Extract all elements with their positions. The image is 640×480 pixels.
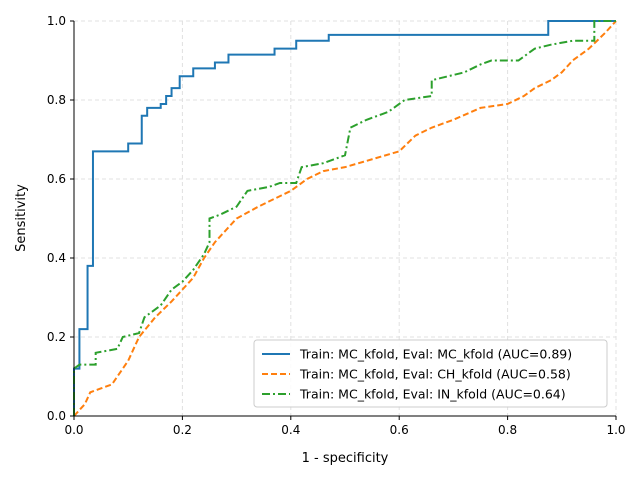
y-tick-label: 0.8 bbox=[47, 93, 66, 107]
x-tick-label: 0.4 bbox=[281, 423, 300, 437]
x-tick-label: 1.0 bbox=[606, 423, 625, 437]
series-line-2 bbox=[73, 20, 617, 417]
x-axis-label: 1 - specificity bbox=[302, 451, 389, 466]
axes: 0.0 0.2 0.4 0.6 0.8 1.0 0.0 0.2 0.4 0.6 0.8 1.0 bbox=[47, 14, 626, 437]
x-tick-label: 0.8 bbox=[498, 423, 517, 437]
y-tick-label: 1.0 bbox=[47, 14, 66, 28]
y-tick-label: 0.0 bbox=[47, 409, 66, 423]
series-line-1 bbox=[73, 20, 616, 416]
legend-box bbox=[253, 339, 608, 408]
x-tick-label: 0.2 bbox=[173, 423, 192, 437]
y-tick-label: 0.6 bbox=[47, 172, 66, 186]
y-axis-label: Sensitivity bbox=[14, 184, 29, 252]
x-tick-label: 0.0 bbox=[64, 423, 83, 437]
legend-label-3: Train: MC_kfold, Eval: IN_kfold (AUC=0.6… bbox=[299, 387, 566, 402]
y-tick-label: 0.4 bbox=[47, 251, 66, 265]
x-tick-label: 0.6 bbox=[390, 423, 409, 437]
legend-label-2: Train: MC_kfold, Eval: CH_kfold (AUC=0.5… bbox=[299, 367, 571, 382]
series-lines bbox=[73, 20, 617, 417]
legend-label-1: Train: MC_kfold, Eval: MC_kfold (AUC=0.8… bbox=[299, 347, 572, 362]
y-tick-label: 0.2 bbox=[47, 330, 66, 344]
series-line-3 bbox=[73, 20, 616, 416]
legend: Train: MC_kfold, Eval: MC_kfold (AUC=0.8… bbox=[253, 339, 608, 408]
